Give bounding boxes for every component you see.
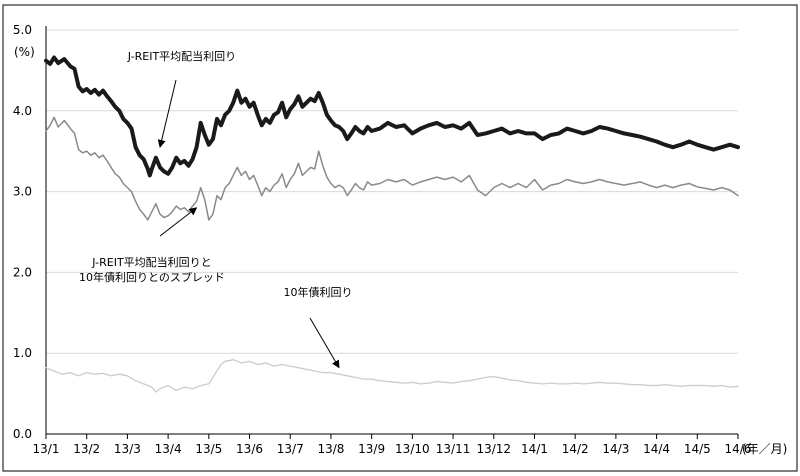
label-spread: J-REIT平均配当利回りと [91,255,211,269]
arrow-label-spread [159,207,198,237]
x-tick-label: 13/1 [33,442,60,456]
y-tick-label: 4.0 [13,104,32,118]
x-unit-label: (年／月) [742,442,787,456]
x-tick-label: 13/5 [195,442,222,456]
y-tick-label: 2.0 [13,265,32,279]
x-tick-label: 13/8 [317,442,344,456]
series-line-10y-jgb [45,359,739,393]
x-tick-label: 14/1 [521,442,548,456]
arrow-label-jreit-yield [157,79,177,148]
x-tick-label: 13/6 [236,442,263,456]
x-tick-label: 13/12 [476,442,511,456]
x-tick-label: 13/9 [358,442,385,456]
arrow-label-10y-jgb [309,317,340,369]
y-unit-label: (%) [14,45,35,59]
x-tick-label: 14/2 [562,442,589,456]
label-10y-jgb: 10年債利回り [284,285,353,299]
x-tick-label: 14/6 [725,442,752,456]
x-tick-label: 13/10 [395,442,430,456]
label-spread-line-2: 10年債利回りとのスプレッド [79,270,225,284]
x-tick-label: 14/5 [684,442,711,456]
x-tick-label: 14/3 [602,442,629,456]
label-jreit-yield: J-REIT平均配当利回り [127,49,236,63]
y-tick-label: 0.0 [13,427,32,441]
x-tick-label: 13/2 [73,442,100,456]
x-tick-label: 13/4 [155,442,182,456]
y-tick-label: 1.0 [13,346,32,360]
chart-frame [2,4,798,472]
x-tick-label: 13/3 [114,442,141,456]
x-tick-label: 13/7 [277,442,304,456]
y-tick-label: 5.0 [13,23,32,37]
series-line-jreit-yield [44,55,740,178]
x-tick-label: 14/4 [643,442,670,456]
x-tick-label: 13/11 [436,442,471,456]
series-line-spread [45,116,739,221]
y-tick-label: 3.0 [13,185,32,199]
